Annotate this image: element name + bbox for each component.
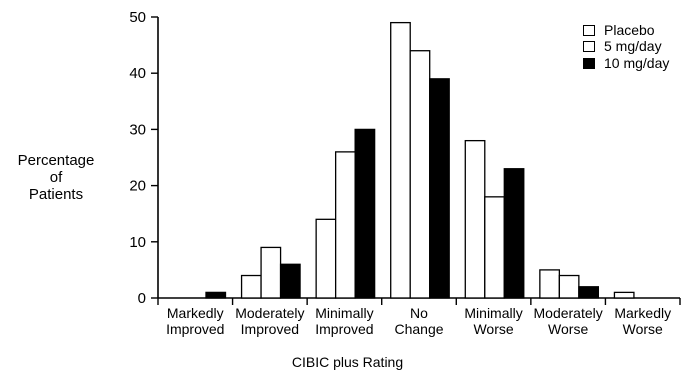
legend-swatch-5mg [583, 40, 595, 52]
bar-placebo-2 [315, 218, 337, 299]
bar-placebo-3 [390, 21, 411, 299]
x-tick-label: Improved [241, 321, 299, 337]
y-axis-label-line-3: Patients [28, 186, 84, 203]
bar-placebo-6 [613, 291, 635, 299]
bar-placebo-4 [464, 139, 486, 299]
bars [205, 21, 635, 299]
y-axis-label-line-1: Percentage [17, 152, 95, 169]
bar-10-mg-day-4 [503, 168, 525, 299]
bar-placebo-5 [539, 269, 561, 299]
x-tick-label: Worse [473, 321, 513, 337]
x-axis-title: CIBIC plus Rating [291, 354, 404, 370]
bar-5-mg-day-1 [260, 246, 282, 299]
legend-item-placebo: Placebo [583, 22, 655, 38]
x-tick-label: Markedly [167, 305, 224, 321]
y-tick-label: 40 [129, 65, 146, 82]
y-tick-label: 10 [129, 234, 146, 251]
legend-swatch-10mg [583, 57, 595, 69]
x-tick-label: Worse [548, 321, 588, 337]
bar-5-mg-day-2 [334, 151, 356, 299]
bar-10-mg-day-1 [279, 263, 301, 299]
legend-item-10mg: 10 mg/day [583, 55, 669, 71]
x-tick-label: Moderately [534, 305, 603, 321]
bar-5-mg-day-3 [409, 50, 431, 299]
x-tick-label: Markedly [614, 305, 671, 321]
y-tick-label: 50 [129, 9, 146, 26]
legend-swatch-placebo [583, 24, 595, 36]
y-tick-label: 0 [138, 290, 146, 307]
bar-10-mg-day-5 [578, 286, 600, 299]
x-tick-label: Moderately [235, 305, 304, 321]
y-axis-label-line-2: of [49, 169, 63, 186]
x-tick-label: Minimally [464, 305, 522, 321]
bar-5-mg-day-4 [484, 196, 505, 299]
x-tick-label: Worse [623, 321, 663, 337]
bar-5-mg-day-5 [558, 274, 580, 299]
bar-10-mg-day-2 [354, 128, 376, 299]
x-tick-label: Minimally [315, 305, 373, 321]
bar-placebo-1 [240, 274, 262, 299]
legend-label-5mg: 5 mg/day [604, 38, 662, 54]
legend-item-5mg: 5 mg/day [583, 38, 662, 54]
x-tick-label: Change [394, 321, 443, 337]
y-tick-label: 20 [129, 178, 146, 195]
x-tick-label: Improved [315, 321, 373, 337]
y-tick-label: 30 [129, 121, 146, 138]
x-tick-label: Improved [166, 321, 224, 337]
legend-label-10mg: 10 mg/day [604, 55, 670, 71]
bar-10-mg-day-3 [429, 78, 450, 299]
x-tick-label: No [410, 305, 428, 321]
ticks: 01020304050MarkedlyImprovedModeratelyImp… [129, 9, 681, 337]
legend-label-placebo: Placebo [604, 22, 655, 38]
bar-10-mg-day-0 [205, 291, 227, 299]
